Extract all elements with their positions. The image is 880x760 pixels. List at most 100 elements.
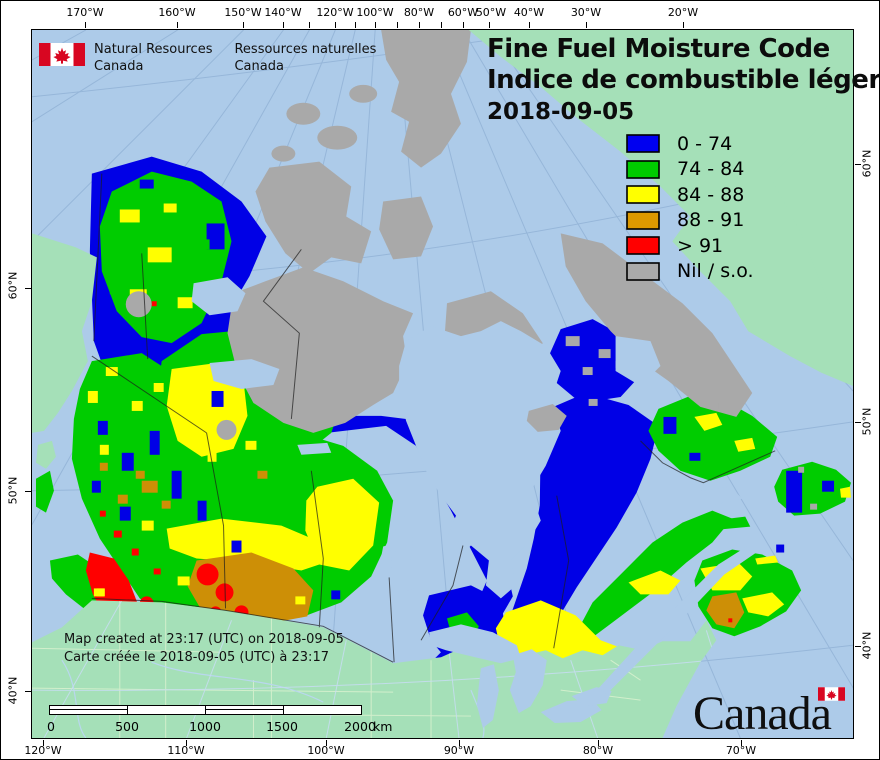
- legend-swatch-gray: [626, 261, 660, 281]
- signature-en-line1: Natural Resources: [94, 42, 213, 57]
- title-fr: Indice de combustible léger: [487, 65, 880, 95]
- lon-label: 90°W: [443, 744, 475, 757]
- legend-row: 88 - 91: [626, 208, 754, 234]
- legend-label: 74 - 84: [677, 158, 745, 181]
- tick: [397, 22, 398, 28]
- lon-label: 150°W: [224, 6, 262, 19]
- wordmark-text: Canada: [693, 687, 832, 740]
- nrcan-signature: Natural Resources Canada Ressources natu…: [39, 41, 398, 75]
- tick: [326, 740, 327, 746]
- scalebar: 0 500 1000 1500 2000 km: [47, 705, 409, 739]
- nil-station-circle: [125, 291, 152, 318]
- tick: [741, 740, 742, 746]
- legend-row: > 91: [626, 233, 754, 259]
- legend-row: 74 - 84: [626, 157, 754, 183]
- tick: [309, 22, 310, 28]
- tick: [335, 22, 336, 28]
- lat-label: 60°N: [860, 149, 874, 178]
- lon-label: 120°W: [316, 6, 354, 19]
- tick: [855, 422, 861, 423]
- alaska-land: [32, 233, 97, 433]
- lon-label: 160°W: [158, 6, 196, 19]
- legend-row: 84 - 88: [626, 182, 754, 208]
- tick: [489, 22, 490, 28]
- lon-label: 80°W: [582, 744, 614, 757]
- lat-label: 50°N: [860, 407, 874, 436]
- lon-label: 100°W: [307, 744, 345, 757]
- legend-label: 88 - 91: [677, 209, 745, 232]
- tick: [855, 646, 861, 647]
- lat-label: 40°N: [860, 631, 874, 660]
- legend-row: 0 - 74: [626, 131, 754, 157]
- southampton-island: [526, 403, 567, 432]
- lakes: [191, 277, 763, 729]
- tick: [529, 22, 530, 28]
- scalebar-bar: [49, 705, 362, 715]
- creation-timestamp: Map created at 23:17 (UTC) on 2018-09-05…: [64, 631, 344, 667]
- tick: [598, 740, 599, 746]
- map-frame: [31, 29, 854, 739]
- lon-label: 120°W: [24, 744, 62, 757]
- lat-label: 60°N: [6, 271, 20, 300]
- scalebar-unit: km: [373, 719, 393, 734]
- lon-label: 50°W: [475, 6, 507, 19]
- tick: [459, 740, 460, 746]
- wordmark-flag-icon: [818, 687, 845, 701]
- scalebar-label: 1000: [189, 719, 221, 734]
- signature-fr-line2: Canada: [234, 59, 284, 74]
- tick: [463, 22, 464, 28]
- created-fr: Carte créée le 2018-09-05 (UTC) à 23:17: [64, 650, 329, 665]
- ffmc-map: [32, 30, 853, 738]
- lon-label: 30°W: [570, 6, 602, 19]
- tick: [85, 22, 86, 28]
- legend-swatch-green: [626, 159, 660, 179]
- tick: [25, 491, 31, 492]
- legend-label: 0 - 74: [677, 132, 733, 155]
- title-en: Fine Fuel Moisture Code: [487, 34, 830, 64]
- hudson-bay: [399, 321, 661, 599]
- canada-wordmark: Canada: [693, 687, 863, 745]
- legend-swatch-red: [626, 236, 660, 256]
- lon-label: 170°W: [66, 6, 104, 19]
- legend-label: 84 - 88: [677, 183, 745, 206]
- tick: [586, 22, 587, 28]
- map-title-block: Fine Fuel Moisture Code Indice de combus…: [487, 34, 880, 125]
- tick: [283, 22, 284, 28]
- nil-region: [125, 30, 818, 510]
- legend-label: Nil / s.o.: [677, 260, 754, 283]
- scalebar-label: 0: [47, 719, 55, 734]
- tick: [419, 22, 420, 28]
- canada-flag-icon: [39, 43, 85, 66]
- scalebar-segment: [284, 706, 361, 714]
- created-en: Map created at 23:17 (UTC) on 2018-09-05: [64, 632, 344, 647]
- borders: [91, 173, 776, 663]
- lon-label: 60°W: [447, 6, 479, 19]
- nil-station-circle: [216, 419, 237, 440]
- tick: [683, 22, 684, 28]
- signature-fr-line1: Ressources naturelles: [234, 42, 377, 57]
- lon-label: 70°W: [725, 744, 757, 757]
- lon-label: 80°W: [403, 6, 435, 19]
- scalebar-segment: [206, 706, 284, 714]
- scalebar-label: 2000: [344, 719, 376, 734]
- tick: [355, 22, 356, 28]
- legend-swatch-yellow: [626, 185, 660, 205]
- lon-label: 20°W: [667, 6, 699, 19]
- signature-en-line2: Canada: [94, 59, 144, 74]
- legend-swatch-orange: [626, 210, 660, 230]
- lon-label: 40°W: [513, 6, 545, 19]
- lon-label: 110°W: [167, 744, 205, 757]
- lat-label: 50°N: [6, 476, 20, 505]
- legend-swatch-blue: [626, 134, 660, 154]
- scalebar-label: 1500: [266, 719, 298, 734]
- tick: [441, 22, 442, 28]
- alaska-island: [35, 440, 56, 469]
- scalebar-segment: [128, 706, 206, 714]
- tick: [25, 288, 31, 289]
- tick: [855, 164, 861, 165]
- tick: [177, 22, 178, 28]
- tick: [186, 740, 187, 746]
- tick: [25, 691, 31, 692]
- scalebar-label: 500: [115, 719, 139, 734]
- tick: [43, 740, 44, 746]
